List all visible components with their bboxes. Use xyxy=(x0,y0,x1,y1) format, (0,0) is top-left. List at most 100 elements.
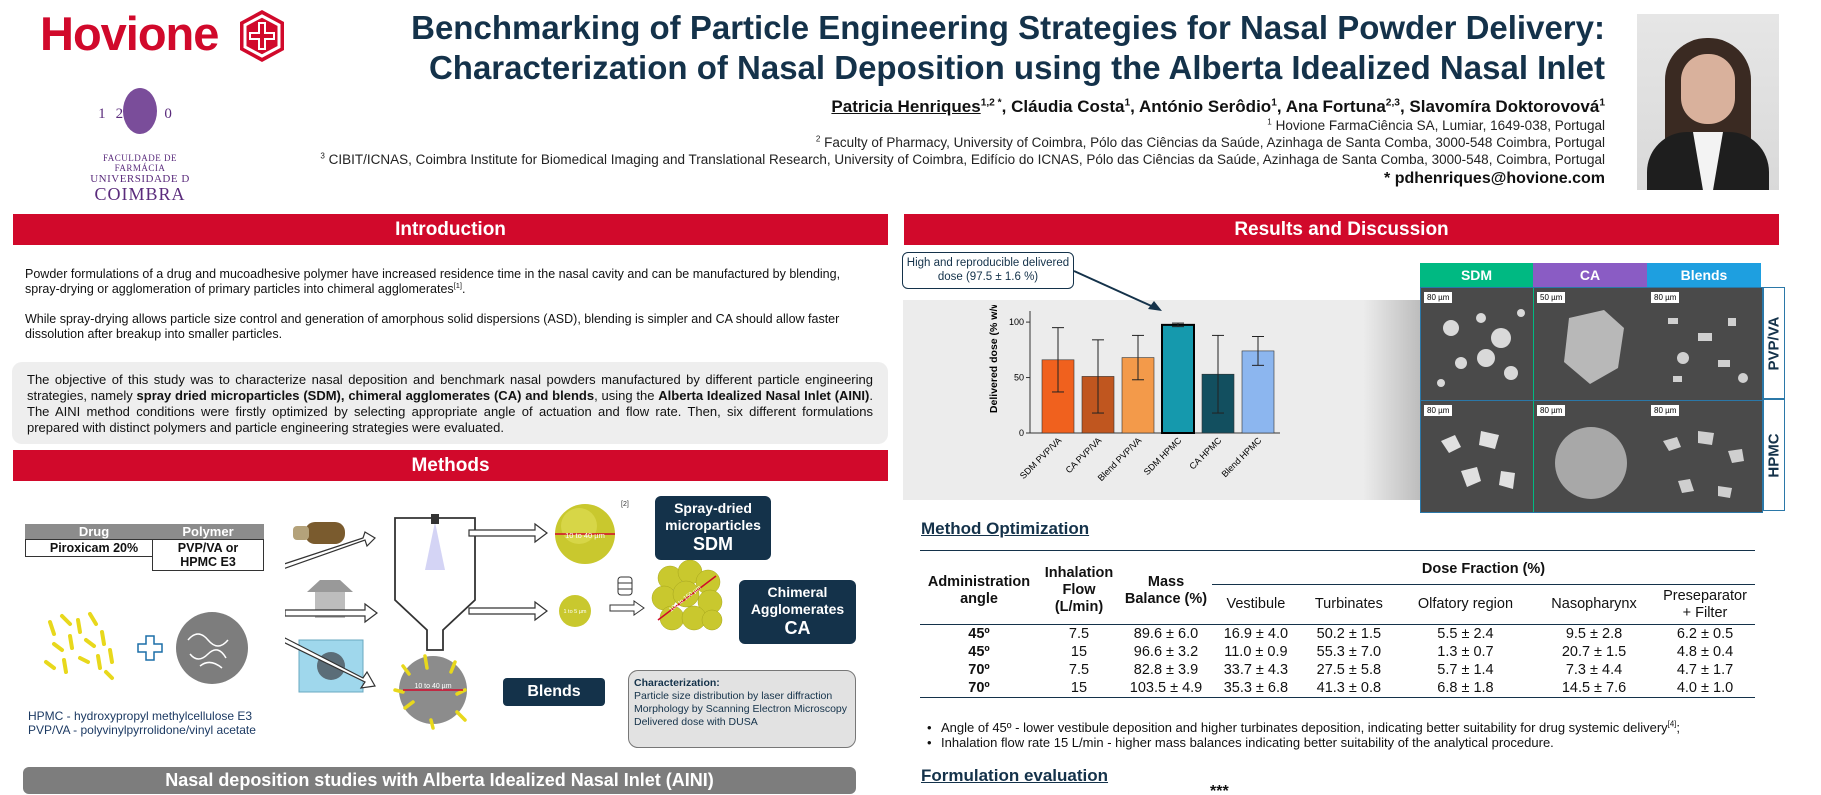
x-tick-label: CA HPMC xyxy=(1187,435,1223,471)
th-nasopharynx: Nasopharynx xyxy=(1551,596,1637,612)
table-cell: 16.9 ± 4.0 xyxy=(1223,626,1289,642)
th-angle: Administration angle xyxy=(927,573,1031,607)
spray-dryer-icon xyxy=(394,514,476,651)
y-tick-label: 0 xyxy=(1019,428,1024,438)
coimbra-university: UNIVERSIDADE D xyxy=(90,173,190,185)
callout-arrow-icon xyxy=(1073,270,1162,311)
method-optimization-heading: Method Optimization xyxy=(921,519,1090,538)
characterization-box: Characterization: Particle size distribu… xyxy=(628,670,856,748)
blends-label: Blends xyxy=(503,678,605,706)
table-cell: 11.0 ± 0.9 xyxy=(1224,644,1288,660)
author-photo xyxy=(1637,14,1779,190)
table-cell: 45º xyxy=(968,626,990,642)
drug-box-head: Drug xyxy=(25,524,163,539)
polymer-box-head: Polymer xyxy=(152,524,264,539)
coimbra-seal-icon xyxy=(123,88,157,134)
coimbra-name: COIMBRA xyxy=(94,184,186,204)
optimization-bullets: Angle of 45º - lower vestibule depositio… xyxy=(927,720,1807,750)
optimization-table: Administration angle Inhalation Flow (L/… xyxy=(920,550,1755,698)
table-cell: 7.5 xyxy=(1068,662,1090,678)
title-line-2: Characterization of Nasal Deposition usi… xyxy=(428,49,1605,86)
table-cell: 5.7 ± 1.4 xyxy=(1437,662,1494,678)
x-tick-label: Blend HPMC xyxy=(1220,435,1264,479)
drug-polymer-illustration xyxy=(44,612,248,684)
sem-col-sdm: SDM xyxy=(1420,263,1533,287)
legend-pvpva: PVP/VA - polyvinylpyrrolidone/vinyl acet… xyxy=(28,723,256,737)
author-name: Patricia Henriques xyxy=(831,97,981,116)
y-tick-label: 50 xyxy=(1014,373,1024,383)
sem-col-blends: Blends xyxy=(1647,263,1761,287)
table-cell: 6.2 ± 0.5 xyxy=(1676,626,1734,642)
sem-image-sdm-hpmc: 80 µm xyxy=(1421,400,1534,512)
table-cell: 82.8 ± 3.9 xyxy=(1133,662,1199,678)
th-dose: Dose Fraction (%) xyxy=(1212,550,1755,585)
table-cell: 7.5 xyxy=(1068,626,1090,642)
title-line-1: Benchmarking of Particle Engineering Str… xyxy=(411,9,1605,46)
author-name: Slavomíra Doktorovová xyxy=(1409,97,1600,116)
table-cell: 15 xyxy=(1070,644,1088,660)
arrow-5-icon xyxy=(468,600,548,622)
table-cell: 6.8 ± 1.8 xyxy=(1437,680,1494,696)
table-cell: 35.3 ± 6.8 xyxy=(1223,680,1289,696)
table-cell: 15 xyxy=(1070,680,1088,696)
contact-email[interactable]: * pdhenriques@hovione.com xyxy=(1384,170,1605,187)
nasal-deposition-heading: Nasal deposition studies with Alberta Id… xyxy=(23,767,856,794)
sem-col-ca: CA xyxy=(1533,263,1647,287)
table-cell: 20.7 ± 1.5 xyxy=(1561,644,1627,660)
author-name: Cláudia Costa xyxy=(1011,97,1125,116)
table-cell: 50.2 ± 1.5 xyxy=(1316,626,1382,642)
author-name: Ana Fortuna xyxy=(1285,97,1386,116)
abbreviation-legend: HPMC - hydroxypropyl methylcellulose E3 … xyxy=(28,709,256,737)
legend-hpmc: HPMC - hydroxypropyl methylcellulose E3 xyxy=(28,709,253,723)
poster-title: Benchmarking of Particle Engineering Str… xyxy=(360,8,1605,88)
affiliation-1: 1 Hovione FarmaCiência SA, Lumiar, 1649-… xyxy=(1267,117,1605,133)
table-cell: 103.5 ± 4.9 xyxy=(1129,680,1203,696)
intro-paragraph-1: Powder formulations of a drug and mucoad… xyxy=(25,267,841,296)
chart-ylabel: Delivered dose (% w/w) xyxy=(988,305,1000,413)
polymer-icon xyxy=(176,612,248,684)
sem-image-blends-pvpva: 80 µm xyxy=(1648,288,1762,400)
arrow-1-icon xyxy=(285,531,376,569)
x-tick-label: CA PVP/VA xyxy=(1064,435,1104,475)
table-row: 45º 7.5 89.6 ± 6.0 16.9 ± 4.0 50.2 ± 1.5 5.5 … xyxy=(920,625,1755,644)
hovione-hex-icon xyxy=(240,10,284,62)
drug-box-body: Piroxicam 20% xyxy=(25,539,163,557)
table-cell: 14.5 ± 7.6 xyxy=(1561,680,1627,696)
th-mass: Mass Balance (%) xyxy=(1124,573,1208,607)
th-olfatory: Olfatory region xyxy=(1417,596,1514,612)
drug-crystals-icon xyxy=(44,612,114,680)
bullet-angle: Angle of 45º - lower vestibule depositio… xyxy=(927,720,1807,735)
small-size-label: 1 to 5 µm xyxy=(563,609,586,615)
chart-sem-connector xyxy=(1363,300,1420,500)
x-tick-label: SDM PVP/VA xyxy=(1018,435,1064,481)
table-cell: 45º xyxy=(968,644,990,660)
th-turbinates: Turbinates xyxy=(1314,596,1383,612)
plus-icon xyxy=(137,635,163,661)
bar xyxy=(1121,357,1155,434)
th-flow: Inhalation Flow (L/min) xyxy=(1044,565,1114,615)
sem-image-blends-hpmc: 80 µm xyxy=(1648,400,1762,512)
bullet-flow: Inhalation flow rate 15 L/min - higher m… xyxy=(927,735,1807,750)
table-cell: 7.3 ± 4.4 xyxy=(1565,662,1623,678)
arrow-4-icon xyxy=(468,522,548,544)
blend-size-label: 10 to 40 µm xyxy=(414,683,451,690)
th-preseparator: Preseparator + Filter xyxy=(1663,587,1747,621)
affiliation-2: 2 Faculty of Pharmacy, University of Coi… xyxy=(815,134,1605,150)
table-row: 45º 15 96.6 ± 3.2 11.0 ± 0.9 55.3 ± 7.0 1.3 ±… xyxy=(920,643,1755,661)
capsule-icon xyxy=(609,576,645,616)
table-cell: 4.7 ± 1.7 xyxy=(1676,662,1734,678)
table-cell: 1.3 ± 0.7 xyxy=(1437,644,1494,660)
x-tick-label: SDM HPMC xyxy=(1142,435,1184,477)
table-cell: 4.8 ± 0.4 xyxy=(1676,644,1734,660)
ref-2: [2] xyxy=(621,501,629,508)
polymer-box-body: PVP/VA or HPMC E3 xyxy=(152,539,264,571)
table-cell: 4.0 ± 1.0 xyxy=(1676,680,1734,696)
ca-agglomerate-icon: 100 to 150 µm xyxy=(651,559,723,631)
sem-grid: SDM CA Blends 80 µm 50 µm 80 µm 80 µm 80… xyxy=(1420,263,1795,513)
process-illustration: 10 to 40 µm [2] 1 to 5 µm 10 to 40 µm xyxy=(285,501,629,730)
table-cell: 41.3 ± 0.8 xyxy=(1316,680,1382,696)
sem-row-pvpva: PVP/VA xyxy=(1763,287,1785,399)
table-cell: 70º xyxy=(968,662,990,678)
arrow-3-icon xyxy=(285,637,376,689)
table-cell: 9.5 ± 2.8 xyxy=(1565,626,1623,642)
